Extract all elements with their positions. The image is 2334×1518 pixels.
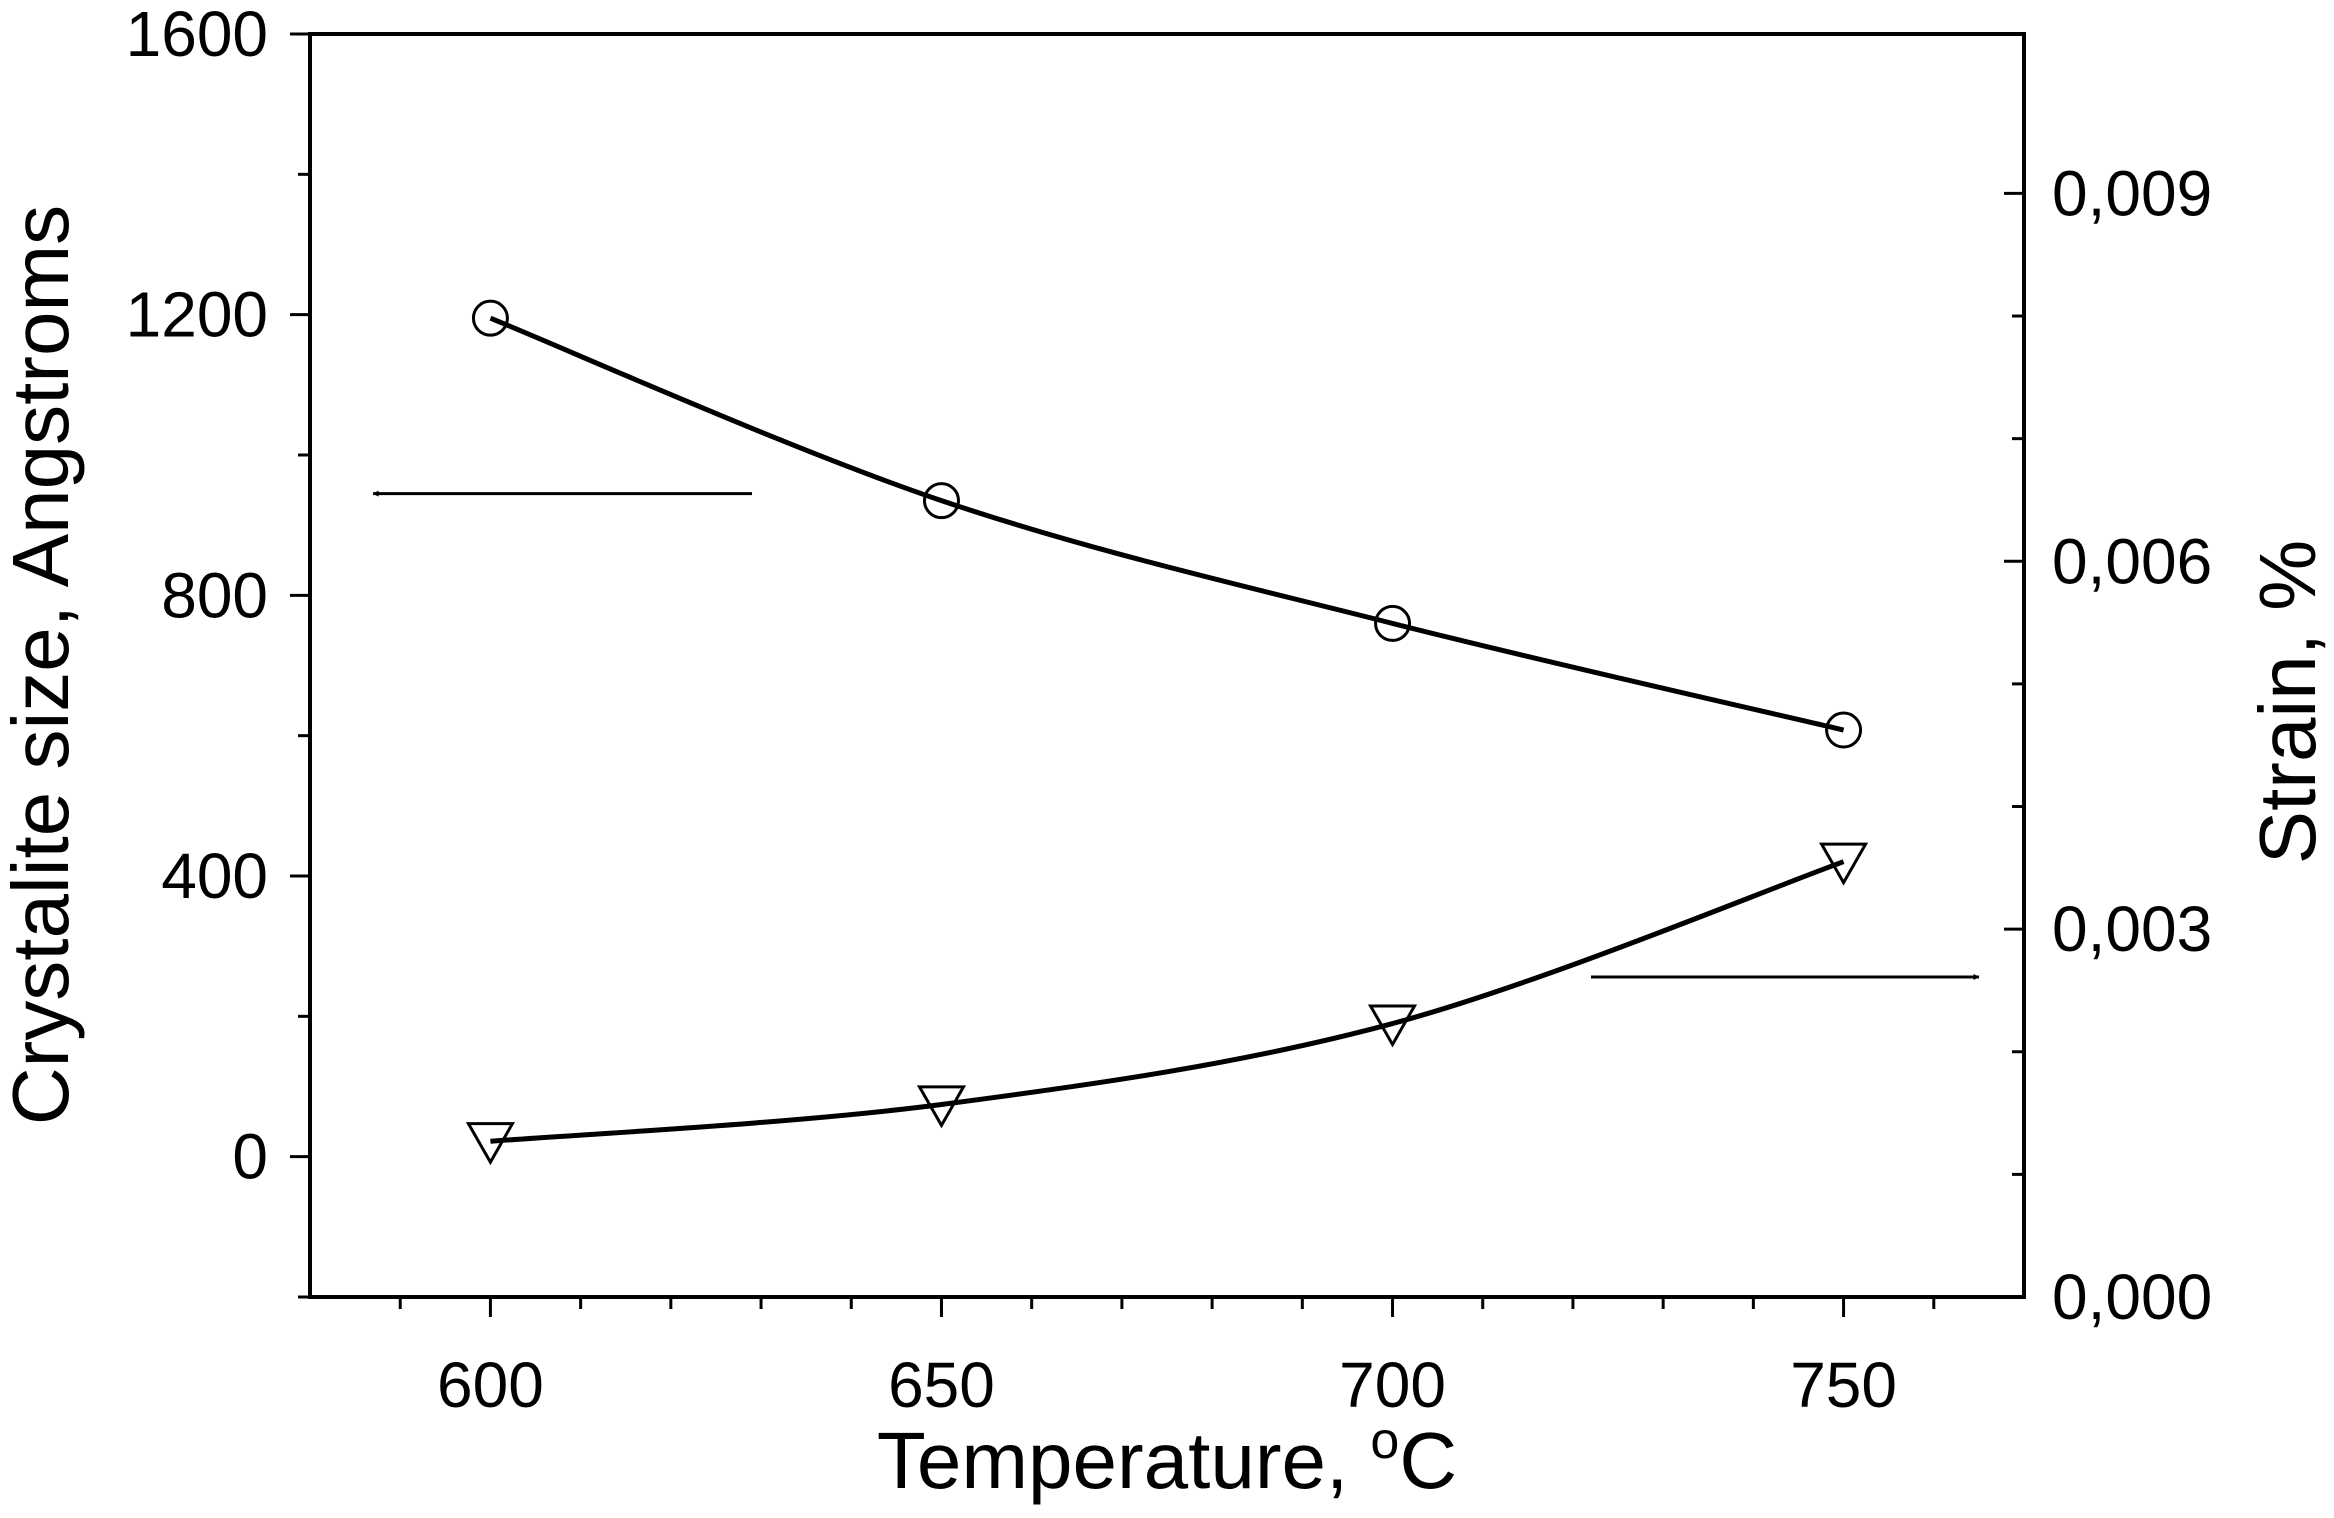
- series-line-1: [489, 315, 1845, 733]
- y-right-tick-label: 0,000: [2052, 1261, 2212, 1333]
- x-axis-title-degree: o: [1370, 1412, 1399, 1470]
- annotations: [372, 490, 1980, 980]
- y-left-tick-label: 400: [161, 840, 268, 912]
- y-right-tick-label: 0,009: [2052, 157, 2212, 229]
- y-left-tick-label: 1200: [126, 279, 268, 351]
- x-tick-label: 700: [1339, 1349, 1446, 1421]
- triangle-down-marker: [916, 1085, 967, 1129]
- y-left-tick-label: 1600: [126, 0, 268, 70]
- triangle-down-marker: [465, 1122, 516, 1166]
- y-left-tick-label: 800: [161, 559, 268, 631]
- x-tick-label: 600: [437, 1349, 544, 1421]
- series-markers: [465, 299, 1869, 1166]
- plot-frame: [308, 32, 2026, 1299]
- x-axis-title-unit: C: [1399, 1416, 1457, 1505]
- x-axis-title: Temperature, oC: [877, 1412, 1457, 1505]
- triangle-down-marker: [1367, 1004, 1418, 1048]
- y-axis-left-title: Crystalite size, Angstroms: [0, 205, 85, 1125]
- circle-marker: [1374, 604, 1412, 642]
- series-line-2: [490, 859, 1845, 1144]
- circle-marker: [922, 482, 960, 520]
- y-left-tick-label: 0: [232, 1121, 268, 1193]
- y-right-tick-label: 0,006: [2052, 525, 2212, 597]
- y-axis-right-title: Strain, %: [2243, 540, 2332, 865]
- x-axis-title-text: Temperature,: [877, 1416, 1371, 1505]
- ticks-layer: 600 650 700 750 0 400 800 1200 1600 0,000 0,003 0,0…: [126, 0, 2213, 1421]
- x-tick-label: 650: [888, 1349, 995, 1421]
- circle-marker: [471, 299, 509, 337]
- x-tick-label: 750: [1790, 1349, 1897, 1421]
- circle-marker: [1825, 711, 1863, 749]
- triangle-down-marker: [1818, 842, 1869, 886]
- y-right-tick-label: 0,003: [2052, 893, 2212, 965]
- series-lines: [489, 315, 1845, 1144]
